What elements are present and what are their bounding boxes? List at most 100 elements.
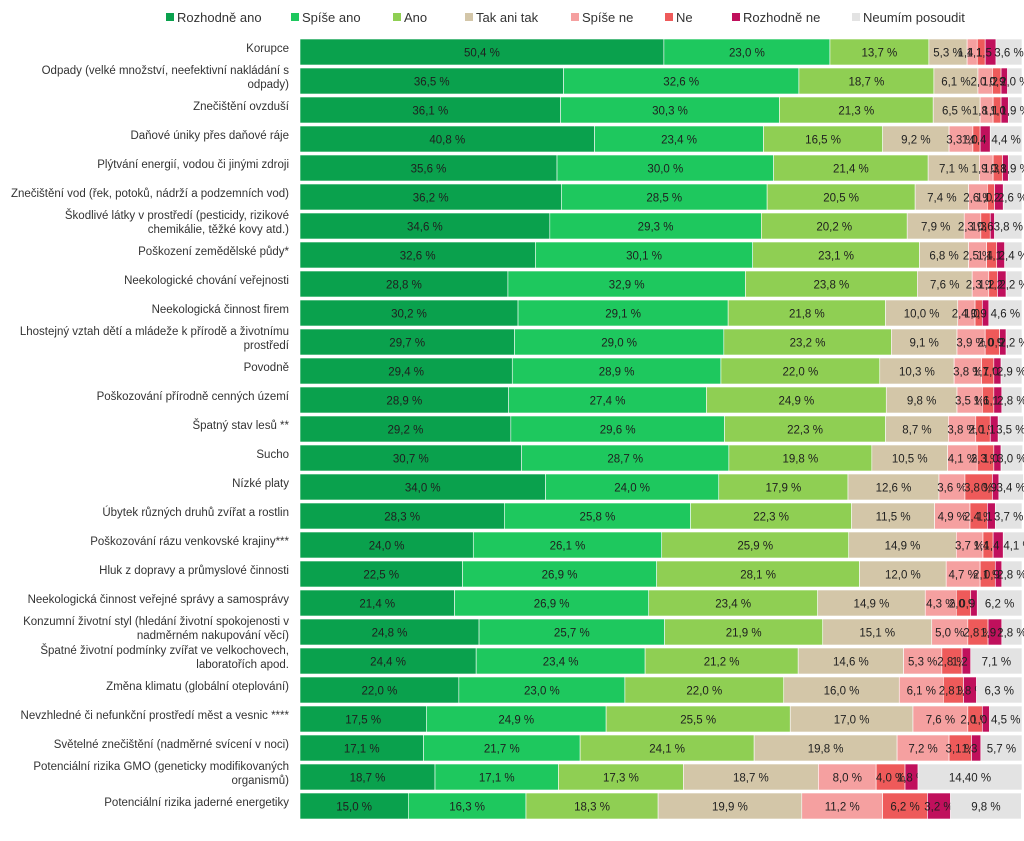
bar-segment-spise-ano — [563, 67, 800, 95]
data-label: 24,0 % — [369, 541, 405, 553]
data-label: 18,7 % — [849, 77, 885, 89]
bar-segment-neumim-posoudit — [976, 589, 1023, 617]
category-label: Škodlivé látky v prostředí (pesticidy, r… — [65, 209, 289, 236]
bar-segment-tak-ani-tak — [657, 792, 803, 820]
bar-segment-ano — [728, 444, 873, 472]
bar-segment-rozhodne-ano — [299, 357, 513, 385]
data-label: 20,5 % — [823, 193, 859, 205]
data-label: 17,9 % — [765, 483, 801, 495]
bar-segment-rozhodne-ano — [299, 386, 509, 414]
bar-segment-spise-ne — [938, 473, 966, 501]
bar-segment-spise-ano — [549, 212, 762, 240]
category-label: Korupce — [246, 43, 289, 55]
bar-segment-spise-ne — [818, 763, 877, 791]
data-label: 2,0 % — [1000, 77, 1024, 89]
category-label: Sucho — [256, 449, 289, 461]
bar-segment-ano — [724, 415, 886, 443]
category-label: Neekologická činnost firem — [152, 304, 289, 316]
data-label: 21,7 % — [484, 744, 520, 756]
data-label: 7,1 % — [939, 164, 968, 176]
data-label: 4,0 % — [876, 773, 905, 785]
bar-segment-rozhodne-ano — [299, 154, 558, 182]
bar-segment-spise-ne — [953, 357, 982, 385]
bar-segment-ano — [718, 473, 849, 501]
data-label: 4,9 % — [938, 512, 967, 524]
data-label: 2,8 % — [937, 657, 966, 669]
legend-label: Tak ani tak — [476, 10, 539, 25]
category-label: Konzumní životní styl (hledání životní s… — [23, 616, 289, 642]
data-label: 6,2 % — [985, 599, 1014, 611]
data-label: 15,0 % — [336, 802, 372, 814]
legend-item-neumim-posoudit: Neumím posoudit — [852, 10, 965, 25]
data-label: 20,2 % — [816, 222, 852, 234]
data-label: 28,1 % — [740, 570, 776, 582]
bar-segment-neumim-posoudit — [970, 647, 1023, 675]
data-label: 28,7 % — [607, 454, 643, 466]
bar-segment-ano — [763, 125, 883, 153]
bar-segment-rozhodne-ano — [299, 502, 505, 530]
bar-row: 29,2 % 29,6 % 22,3 % 8,7 % 3,8 %2,0 %1,1 %3,… — [299, 415, 1024, 443]
bar-segment-rozhodne-ano — [299, 531, 474, 559]
bar-segment-spise-ne — [903, 647, 943, 675]
bar-segment-spise-ne — [896, 734, 950, 762]
data-label: 3,6 % — [994, 48, 1023, 60]
bar-segment-spise-ano — [475, 647, 646, 675]
data-label: 24,9 % — [778, 396, 814, 408]
data-label: 18,7 % — [733, 773, 769, 785]
data-label: 3,8 % — [953, 367, 982, 379]
bar-row: 40,8 % 23,4 % 16,5 % 9,2 % 3,3 %1,0 %1,4 %4,… — [299, 125, 1023, 153]
bar-segment-neumim-posoudit — [1002, 531, 1024, 559]
data-label: 3,8 % — [947, 425, 976, 437]
data-label: 7,4 % — [927, 193, 956, 205]
data-label: 5,3 % — [933, 48, 962, 60]
legend-swatch — [393, 13, 401, 21]
data-label: 8,0 % — [833, 773, 862, 785]
data-label: 11,2 % — [825, 802, 860, 814]
data-label: 14,6 % — [833, 657, 869, 669]
bar-segment-tak-ani-tak — [683, 763, 819, 791]
bar-segment-tak-ani-tak — [891, 328, 958, 356]
data-label: 2,6 % — [998, 193, 1024, 205]
data-label: 34,6 % — [407, 222, 443, 234]
bar-segment-ano — [624, 676, 785, 704]
bar-segment-tak-ani-tak — [871, 444, 948, 472]
bar-segment-spise-ano — [521, 444, 730, 472]
bar-segment-spise-ano — [545, 473, 720, 501]
data-label: 24,1 % — [649, 744, 685, 756]
data-label: 4,7 % — [948, 570, 977, 582]
data-label: 30,0 % — [647, 164, 683, 176]
bar-segment-tak-ani-tak — [917, 270, 973, 298]
data-label: 17,0 % — [834, 715, 870, 727]
data-label: 28,3 % — [384, 512, 420, 524]
bar-segment-neumim-posoudit — [1005, 270, 1023, 298]
bar-segment-ano — [579, 734, 755, 762]
data-label: 40,8 % — [429, 135, 465, 147]
data-label: 3,9 % — [956, 338, 985, 350]
data-label: 2,2 % — [999, 280, 1024, 292]
data-label: 5,0 % — [935, 628, 964, 640]
data-label: 5,3 % — [908, 657, 937, 669]
bar-segment-ano — [752, 241, 920, 269]
bar-segment-ano — [720, 357, 881, 385]
category-label: Potenciální rizika jaderné energetiky — [104, 797, 289, 809]
data-label: 29,7 % — [389, 338, 425, 350]
bar-segment-ano — [766, 183, 916, 211]
bar-row: 22,5 % 26,9 % 28,1 % 12,0 % 4,7 %2,1 %0,9 %2… — [299, 560, 1024, 588]
data-label: 25,9 % — [737, 541, 773, 553]
data-label: 3,5 % — [955, 396, 984, 408]
bar-row: 30,7 % 28,7 % 19,8 % 10,5 % 4,1 %2,3 %1,0 %3… — [299, 444, 1024, 472]
bar-segment-ano — [525, 792, 659, 820]
bar-segment-rozhodne-ano — [299, 618, 480, 646]
bar-segment-spise-ano — [462, 560, 657, 588]
data-label: 9,1 % — [909, 338, 938, 350]
data-label: 19,8 % — [808, 744, 844, 756]
bar-segment-rozhodne-ano — [299, 67, 564, 95]
bar-segment-spise-ne — [955, 531, 984, 559]
data-label: 14,40 % — [949, 773, 991, 785]
category-label: Nízké platy — [232, 478, 289, 490]
category-labels: Korupce Odpady (velké množství, neefektiv… — [11, 43, 290, 809]
data-label: 18,7 % — [350, 773, 386, 785]
legend-item-spise-ano: Spíše ano — [291, 10, 361, 25]
data-label: 28,5 % — [646, 193, 682, 205]
data-label: 23,0 % — [524, 686, 560, 698]
